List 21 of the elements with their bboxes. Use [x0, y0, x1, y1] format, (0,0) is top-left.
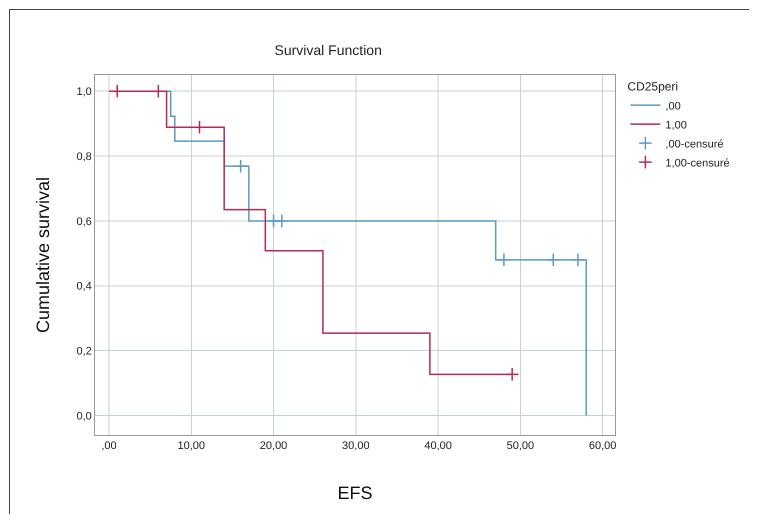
y-tick-label: 0,4	[76, 280, 92, 293]
y-tick-label: 0,8	[76, 150, 92, 163]
y-axis-title: Cumulative survival	[33, 176, 53, 334]
x-tick-label: 60,00	[588, 440, 616, 452]
x-tick-label: 50,00	[506, 440, 534, 452]
y-tick-label: 1,0	[76, 86, 92, 98]
x-tick-label: 10,00	[178, 440, 206, 452]
x-tick-label: 20,00	[260, 440, 288, 452]
y-tick-label: 0,2	[76, 346, 92, 358]
x-tick-label: 30,00	[342, 440, 370, 452]
legend-label: 1,00-censuré	[665, 157, 730, 170]
y-tick-label: 0,6	[76, 216, 92, 228]
legend-label: ,00-censuré	[665, 138, 724, 150]
x-tick-label: ,00	[101, 440, 117, 452]
chart-title: Survival Function	[274, 42, 382, 58]
legend-title: CD25peri	[627, 80, 678, 94]
legend-label: 1,00	[665, 119, 687, 132]
x-tick-label: 40,00	[424, 440, 452, 452]
y-tick-label: 0,0	[76, 410, 92, 422]
legend-label: ,00	[665, 100, 681, 112]
x-axis-title: EFS	[337, 483, 373, 503]
